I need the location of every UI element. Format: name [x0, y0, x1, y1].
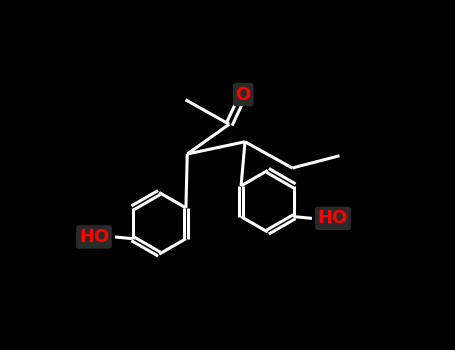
Text: HO: HO [318, 209, 348, 228]
Text: O: O [236, 85, 251, 104]
Text: HO: HO [79, 228, 109, 246]
